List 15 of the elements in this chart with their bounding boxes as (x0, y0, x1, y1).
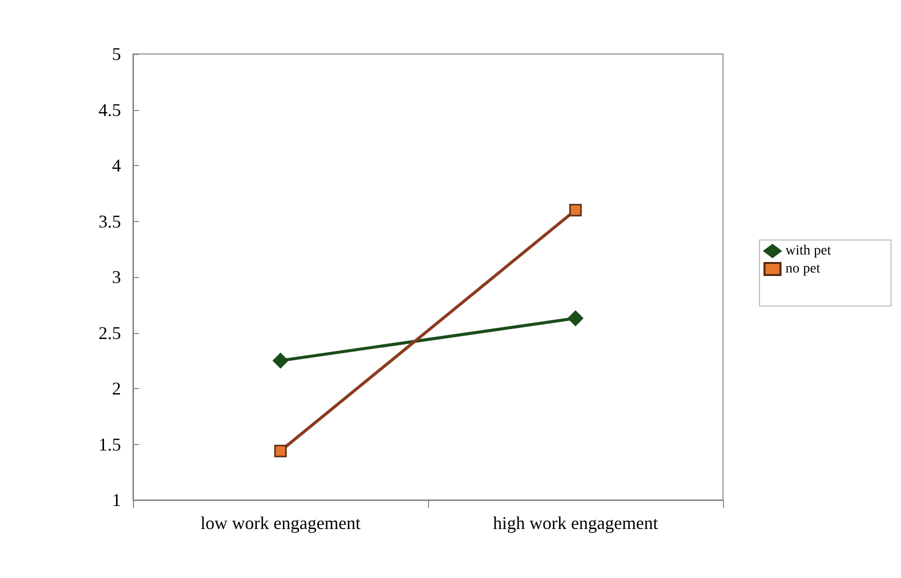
point (272, 352, 288, 368)
y-tick-label: 4 (112, 156, 121, 176)
legend-label: with pet (786, 244, 832, 258)
y-tick-label: 4.5 (98, 100, 121, 120)
legend-label: no pet (786, 262, 820, 276)
x-tick-label: low work engagement (200, 513, 360, 533)
y-tick-label: 2.5 (98, 322, 121, 343)
x-tick-label: high work engagement (493, 513, 658, 533)
y-tick-label: 3 (112, 267, 121, 287)
y-tick-label: 1 (112, 490, 121, 510)
y-tick-label: 5 (112, 44, 121, 64)
y-tick-label: 1.5 (98, 434, 121, 454)
y-tick-label: 2 (112, 378, 121, 398)
point (568, 310, 584, 326)
y-tick-label: 3.5 (98, 211, 121, 232)
